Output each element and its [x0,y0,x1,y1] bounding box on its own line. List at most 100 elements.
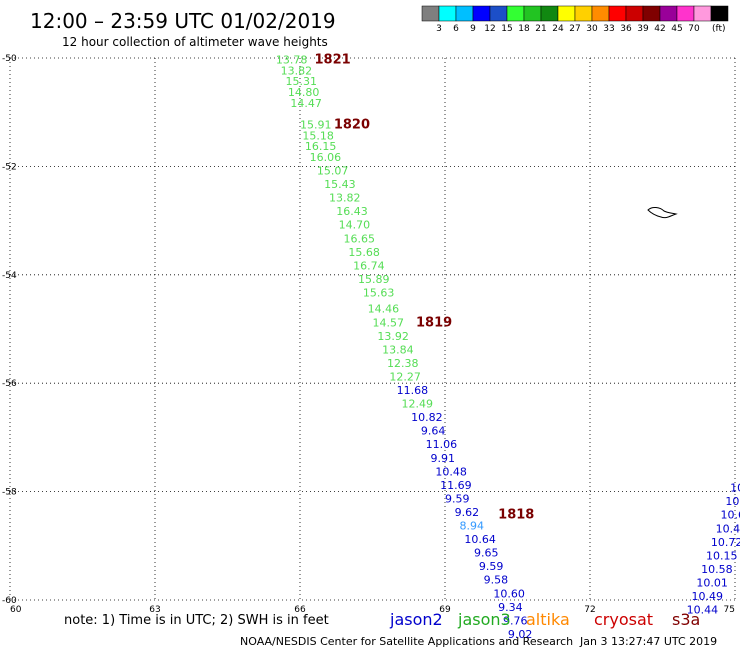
swh-value-jason3: 12.27 [389,370,421,383]
colorbar-swatch [676,5,695,22]
x-tick-label: 69 [439,605,451,615]
swh-value-jason2: 9.58 [484,574,509,587]
swh-value-jason2: 9.59 [445,492,470,505]
colorbar-swatch [591,5,610,22]
x-tick-label: 66 [294,605,306,615]
legend-item-altika: altika [526,610,570,629]
legend-item-cryosat: cryosat [594,610,653,629]
y-tick-label: -56 [2,379,17,389]
colorbar-swatch [557,5,576,22]
pass-label: 1818 [498,508,534,523]
swh-value-jason2: 9.34 [498,601,522,614]
colorbar-swatch [710,5,729,22]
plot-grid [9,57,736,601]
colorbar-tick-label: 9 [470,24,476,34]
swh-value-jason3: 13.78 [276,53,308,66]
chart-title: 12:00 – 23:59 UTC 01/02/2019 [30,9,336,33]
swh-value-jason2: 10.82 [411,411,443,424]
swh-value-jason3: 13.82 [329,192,361,205]
colorbar-unit: (ft) [712,24,726,34]
swh-value-jason2: 10.64 [464,533,496,546]
axis-ticks: 60 63 66 69 72 75 -50 -52 -54 -56 -58 -60 [2,54,735,615]
colorbar-swatch [659,5,678,22]
legend-note: note: 1) Time is in UTC; 2) SWH is in fe… [64,613,329,628]
colorbar-tick-label: 12 [484,24,495,34]
swh-value-jason2: 9.76 [503,614,528,627]
footer-credit: NOAA/NESDIS Center for Satellite Applica… [240,635,573,648]
swh-value-jason3: 14.47 [290,97,322,110]
swh-value-jason3: 16.74 [353,259,385,272]
swh-value-jason2-light: 8.94 [460,520,485,533]
colorbar-tick-label: 24 [552,24,564,34]
colorbar-swatch [693,5,712,22]
colorbar-tick-label: 15 [501,24,512,34]
swh-value-jason3: 16.06 [310,151,342,164]
swh-value-jason3: 15.18 [302,129,334,142]
y-tick-label: -52 [2,162,17,172]
swh-value-jason2: 9.91 [431,452,456,465]
pass-label: 1821 [315,52,351,67]
legend-item-s3a: s3a [672,610,700,629]
swh-value-jason3: 12.38 [387,357,419,370]
swh-value-jason3: 15.31 [286,75,318,88]
colorbar-tick-label: 70 [688,24,700,34]
swh-value-jason3: 15.91 [300,118,332,131]
legend-item-jason3: jason3 [457,610,511,629]
swh-value-jason3: 16.15 [305,140,337,153]
swh-value-jason2: 10.60 [493,587,525,600]
x-tick-label: 60 [10,605,22,615]
swh-value-jason3: 15.07 [317,165,349,178]
legend-item-jason2: jason2 [389,610,443,629]
swh-value-jason2: 10.01 [696,576,728,589]
swh-value-jason3: 12.49 [402,398,434,411]
colorbar-swatch [489,5,508,22]
swh-value-jason3: 13.82 [281,64,313,77]
swh-value-jason3: 15.63 [363,286,395,299]
swh-value-jason3: 16.43 [336,205,368,218]
swh-value-jason2: 11.69 [440,479,472,492]
colorbar-swatch [608,5,627,22]
colorbar-swatch [574,5,593,22]
colorbar-tick-label: 3 [436,24,442,34]
island-shape [647,207,678,219]
swh-value-jason2: 10.6 [721,509,740,522]
colorbar-tick-label: 39 [637,24,649,34]
y-tick-label: -60 [2,596,17,606]
island-coastline [647,207,678,219]
x-tick-label: 75 [724,605,735,615]
swh-value-jason3: 14.46 [368,303,400,316]
colorbar-tick-label: 30 [586,24,598,34]
swh-value-jason3: 13.92 [377,330,409,343]
colorbar-swatch [438,5,457,22]
colorbar-swatch [472,5,491,22]
swh-value-jason3: 15.89 [358,273,390,286]
swh-value-jason2: 11.68 [397,384,429,397]
chart-subtitle: 12 hour collection of altimeter wave hei… [62,35,328,49]
colorbar-swatch [421,5,440,22]
colorbar-tick-label: 18 [518,24,530,34]
swh-value-jason2: 10.72 [711,536,740,549]
colorbar-swatch [523,5,542,22]
swh-value-jason2: 10.58 [701,563,733,576]
swh-value-jason2: 10 [730,482,740,495]
colorbar-swatch [506,5,525,22]
swh-value-jason3: 15.68 [348,246,380,259]
satellite-legend: jason2 jason3 altika cryosat s3a [389,610,700,629]
swh-value-jason2: 9.64 [421,425,446,438]
swh-value-jason3: 14.70 [339,219,371,232]
colorbar-swatch [642,5,661,22]
pass-label: 1820 [334,117,370,132]
colorbar-swatch [455,5,474,22]
swh-value-jason3: 14.80 [288,86,320,99]
swh-value-jason2: 10.48 [435,465,467,478]
swh-value-jason2: 10.42 [716,522,740,535]
colorbar-tick-label: 33 [603,24,614,34]
y-tick-label: -50 [2,54,17,64]
swh-value-jason2: 11.06 [426,438,458,451]
swh-value-jason2: 9.59 [479,560,504,573]
colorbar-tick-label: 21 [535,24,546,34]
swh-value-jason3: 15.43 [324,178,356,191]
swh-value-jason2: 9.62 [455,506,480,519]
colorbar-tick-label: 42 [654,24,665,34]
